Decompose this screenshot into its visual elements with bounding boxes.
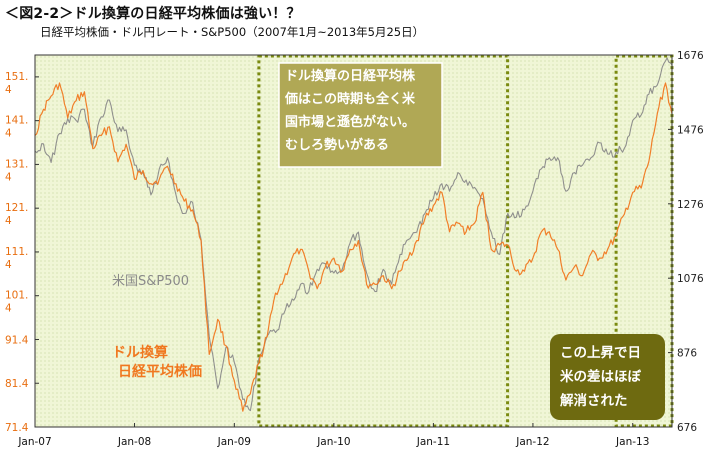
annotation-box-2 xyxy=(550,334,665,420)
right-tick-label: 676 xyxy=(677,422,697,434)
left-tick-label: 151. 4 xyxy=(5,71,28,96)
right-tick-label: 1476 xyxy=(677,124,704,136)
right-tick-label: 876 xyxy=(677,348,697,360)
highlight-period-1 xyxy=(257,54,510,428)
annotation-text-1: ドル換算の日経平均株 xyxy=(285,68,416,84)
left-tick-label: 111. 4 xyxy=(5,246,28,271)
left-tick-label: 81.4 xyxy=(5,378,29,390)
plot-frame xyxy=(34,54,673,428)
x-tick-label: Jan-11 xyxy=(416,436,450,448)
x-tick-label: Jan-13 xyxy=(615,436,649,448)
left-tick-label: 71.4 xyxy=(5,422,29,434)
series-label-nikkei: ドル換算日経平均株価 xyxy=(112,344,202,380)
annotation-text-2: 解消された xyxy=(560,392,628,409)
annotation-text-1: 国市場と遜色がない。 xyxy=(285,114,415,130)
annotation-box-1 xyxy=(278,62,443,168)
right-tick-label: 1276 xyxy=(677,199,704,211)
right-tick-label: 1676 xyxy=(677,50,704,62)
series-line-nikkei-usd xyxy=(34,82,673,412)
annotation-text-2: この上昇で日 xyxy=(560,345,641,361)
annotation-text-1: むしろ勢いがある xyxy=(285,137,389,153)
left-tick-label: 121. 4 xyxy=(5,202,28,227)
x-tick-label: Jan-07 xyxy=(17,436,51,448)
series-label-sp500: 米国S&P500 xyxy=(112,274,189,289)
x-tick-label: Jan-10 xyxy=(316,436,350,448)
annotation-text-1: 価はこの時期も全く米 xyxy=(284,91,416,107)
left-tick-label: 141. 4 xyxy=(5,115,28,140)
x-tick-label: Jan-09 xyxy=(217,436,251,448)
chart-subtitle: 日経平均株価・ドル円レート・S&P500（2007年1月~2013年5月25日） xyxy=(40,25,425,39)
right-tick-label: 1076 xyxy=(677,273,704,285)
annotation-text-2: 米の差はほぼ xyxy=(560,368,641,385)
chart-title: ＜図2-2＞ドル換算の日経平均株価は強い！？ xyxy=(5,6,301,22)
x-tick-label: Jan-12 xyxy=(515,436,549,448)
left-tick-label: 131. 4 xyxy=(5,158,28,183)
left-tick-label: 91.4 xyxy=(5,334,29,346)
x-tick-label: Jan-08 xyxy=(117,436,151,448)
left-tick-label: 101. 4 xyxy=(5,290,28,315)
